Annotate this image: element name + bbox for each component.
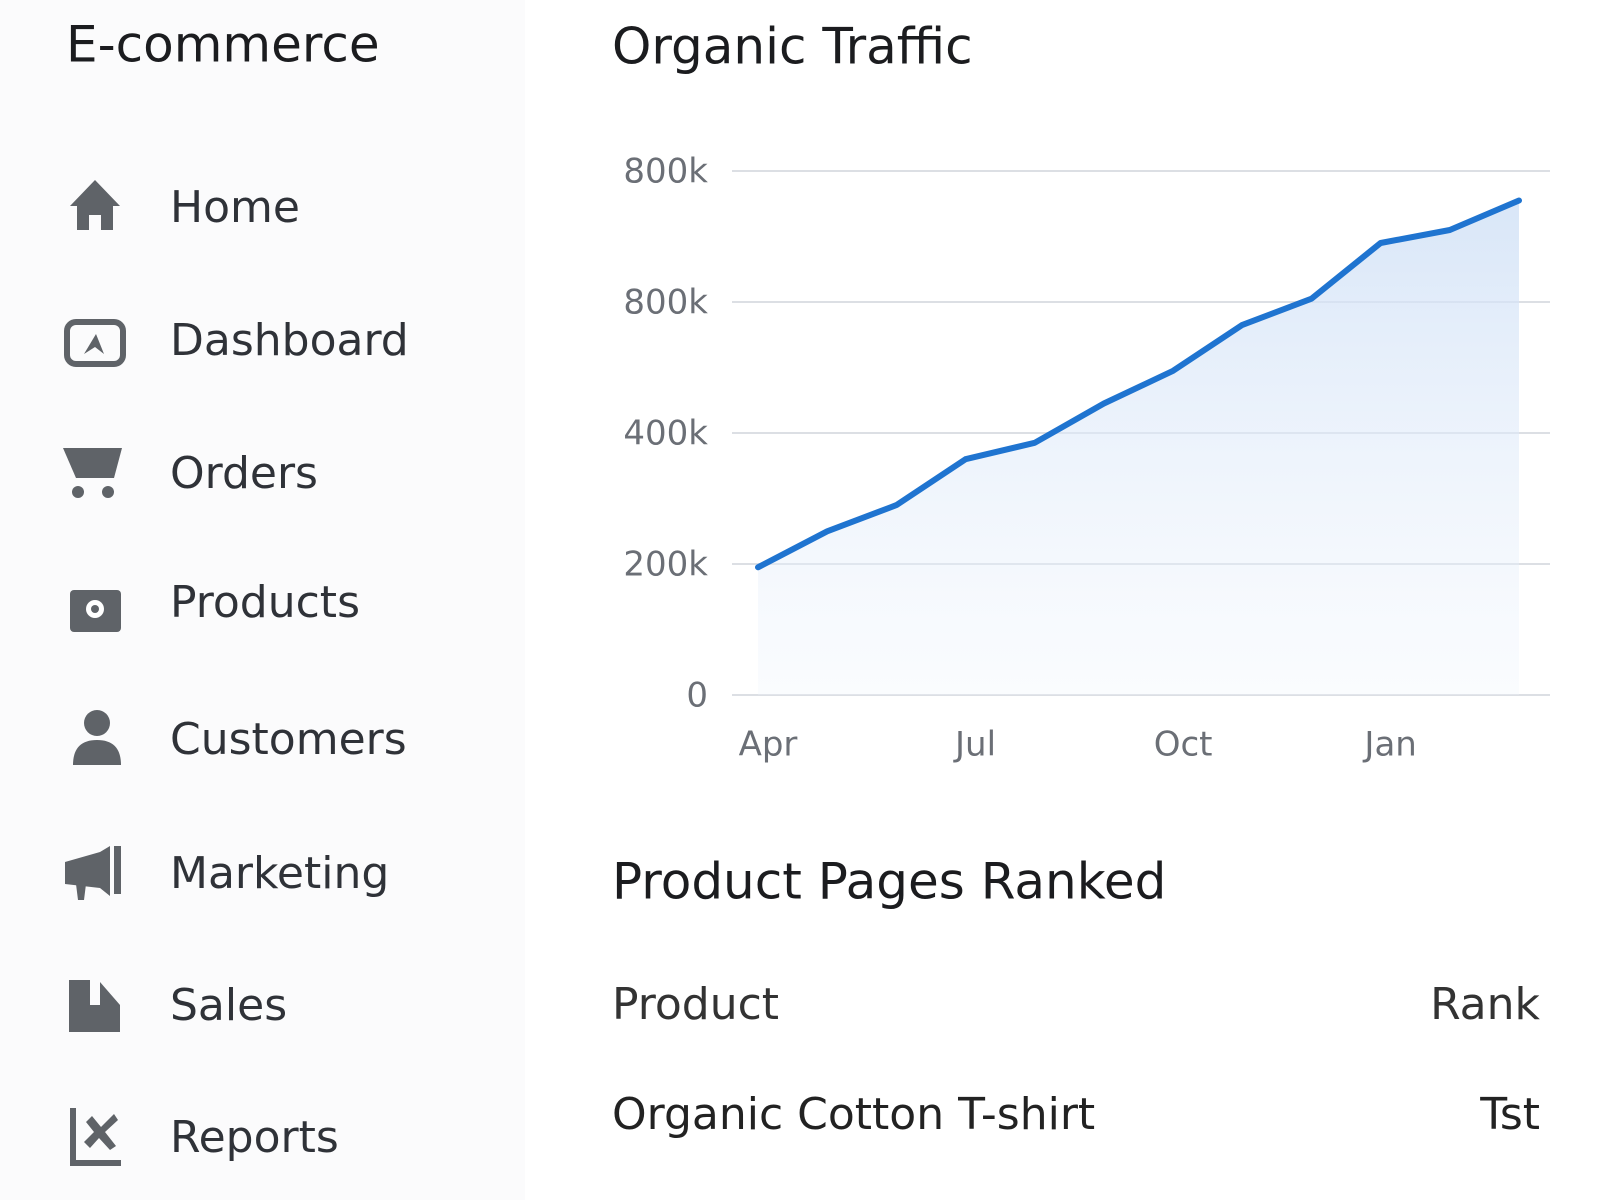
nav-item[interactable]: Reports: [170, 1112, 339, 1163]
nav-item[interactable]: Customers: [170, 714, 407, 765]
chart-title: Organic Traffic: [612, 18, 973, 76]
line-area: [758, 200, 1519, 695]
table-header: Rank: [1430, 979, 1540, 1030]
nav-item[interactable]: Dashboard: [170, 315, 409, 366]
y-tick-label: 800k: [623, 283, 708, 323]
table-cell: Wooden Dining Table: [612, 1194, 1073, 1200]
nav-item[interactable]: Home: [170, 182, 300, 233]
x-tick-label: Oct: [1154, 725, 1213, 765]
table-cell: Organic Cotton T-shirt: [612, 1089, 1095, 1140]
nav-item[interactable]: Products: [170, 577, 360, 628]
nav-item[interactable]: Orders: [170, 448, 318, 499]
x-tick-label: Apr: [739, 725, 798, 765]
x-tick-label: Jul: [953, 725, 996, 765]
y-tick-label: 400k: [623, 414, 708, 454]
table-header: Product: [612, 979, 779, 1030]
table-cell: 2nd: [1456, 1194, 1540, 1200]
nav-icons: [63, 180, 126, 1166]
table-cell: Tst: [1479, 1089, 1540, 1140]
nav-item[interactable]: Marketing: [170, 848, 389, 899]
app-title: E-commerce: [66, 16, 380, 74]
y-tick-label: 200k: [623, 545, 708, 585]
y-tick-label: 800k: [623, 152, 708, 192]
x-tick-label: Jan: [1362, 725, 1416, 765]
table-title: Product Pages Ranked: [612, 853, 1166, 911]
nav-item[interactable]: Sales: [170, 980, 287, 1031]
line: [755, 197, 1522, 571]
y-tick-label: 0: [686, 676, 708, 716]
